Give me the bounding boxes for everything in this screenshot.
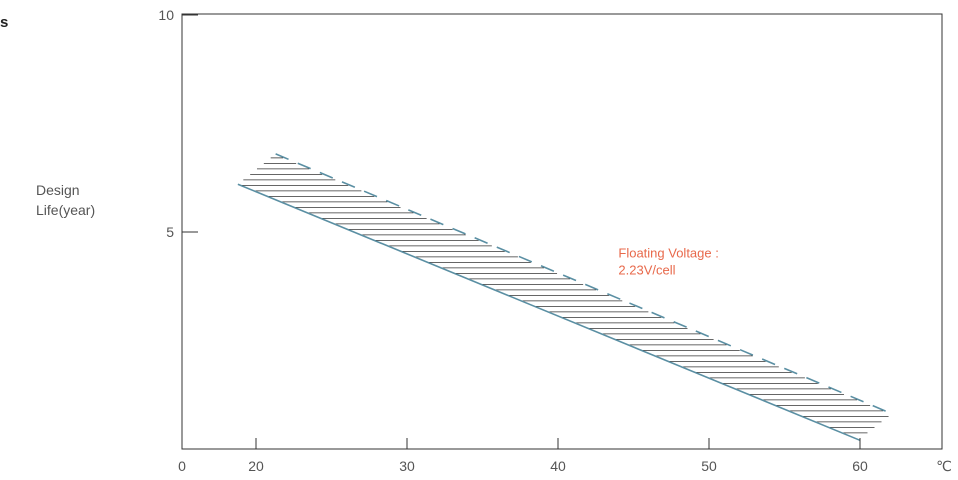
x-tick-label: 0	[178, 458, 186, 474]
x-tick-label: 40	[550, 458, 566, 474]
y-tick-label: 5	[166, 224, 174, 240]
y-tick-label: 10	[158, 7, 174, 23]
y-axis-label: Design Life(year)	[36, 180, 95, 220]
annotation-line: Floating Voltage :	[618, 245, 718, 260]
x-tick-label: 30	[399, 458, 415, 474]
upper-limit-line	[275, 153, 894, 416]
x-tick-label: 50	[701, 458, 717, 474]
x-tick-label: 20	[248, 458, 264, 474]
y-axis-label-line-2: Life(year)	[36, 202, 96, 218]
plot-frame	[181, 13, 943, 450]
annotation-line: 2.23V/cell	[618, 262, 675, 277]
hatch-fill	[240, 157, 889, 434]
lower-limit-line	[237, 183, 861, 442]
y-axis-label-line-1: Design	[36, 182, 80, 198]
x-unit-label: ℃	[936, 459, 952, 475]
x-tick-label: 60	[852, 458, 868, 474]
title-fragment: s	[0, 14, 9, 31]
